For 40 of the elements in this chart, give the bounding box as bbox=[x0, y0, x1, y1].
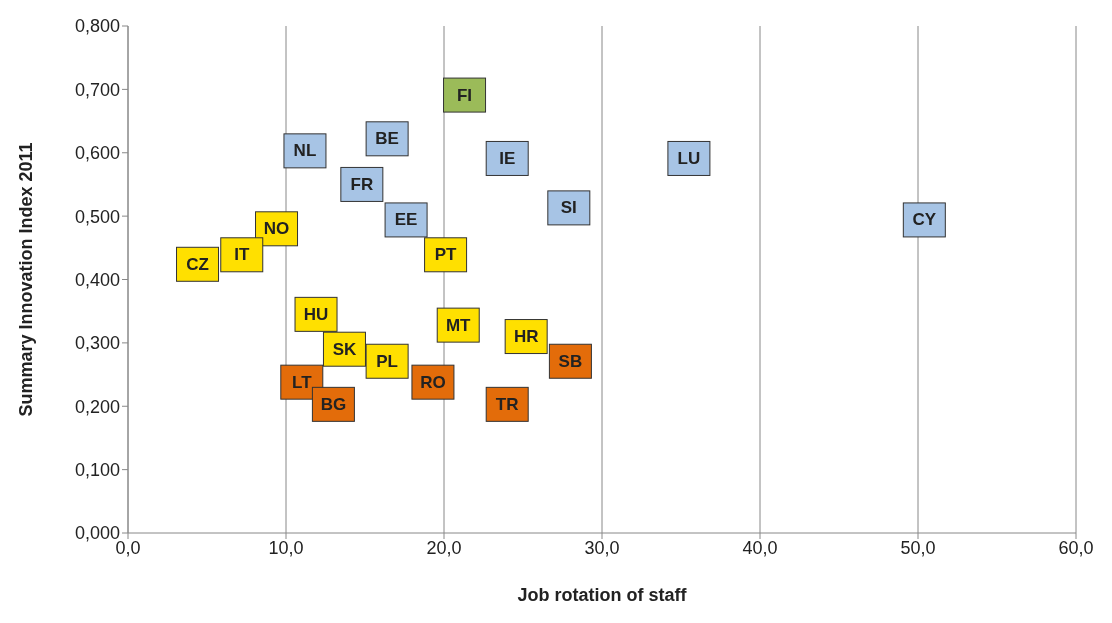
data-label: NO bbox=[263, 219, 290, 239]
data-label: PT bbox=[434, 245, 458, 265]
data-label: IT bbox=[234, 245, 250, 265]
data-label: CZ bbox=[186, 254, 209, 274]
x-tick-label: 30,0 bbox=[584, 537, 620, 558]
data-label: SB bbox=[558, 351, 583, 371]
y-tick-label: 0,600 bbox=[74, 143, 120, 164]
data-label: LU bbox=[677, 148, 701, 168]
data-label: LT bbox=[292, 372, 313, 392]
y-tick-label: 0,100 bbox=[74, 460, 120, 481]
data-label: FR bbox=[350, 174, 374, 194]
data-label: FI bbox=[456, 85, 473, 105]
point bbox=[443, 77, 487, 113]
data-label: HR bbox=[513, 327, 539, 347]
data-label: CY bbox=[912, 210, 937, 230]
data-label: RO bbox=[420, 372, 446, 392]
data-label: NL bbox=[293, 141, 317, 161]
data-label: SK bbox=[332, 339, 357, 359]
x-tick-label: 20,0 bbox=[426, 537, 462, 558]
x-axis-title: Job rotation of staff bbox=[517, 585, 688, 605]
data-label: BG bbox=[320, 394, 347, 414]
data-label: PL bbox=[376, 351, 398, 371]
y-tick-label: 0,300 bbox=[74, 333, 120, 354]
y-tick-label: 0,400 bbox=[74, 269, 120, 290]
data-label: MT bbox=[445, 315, 472, 335]
data-label: EE bbox=[394, 210, 418, 230]
data-label: TR bbox=[495, 394, 519, 414]
y-axis-title: Summary Innovation Index 2011 bbox=[16, 142, 37, 417]
data-label: BE bbox=[375, 129, 399, 149]
data-label: SI bbox=[560, 198, 577, 218]
x-tick-label: 10,0 bbox=[268, 537, 304, 558]
y-tick-label: 0,700 bbox=[74, 79, 120, 100]
x-tick-label: 60,0 bbox=[1058, 537, 1094, 558]
x-tick-label: 50,0 bbox=[900, 537, 936, 558]
y-tick-label: 0,800 bbox=[74, 16, 120, 37]
data-label: HU bbox=[303, 304, 329, 324]
data-label: IE bbox=[499, 148, 516, 168]
y-tick-label: 0,500 bbox=[74, 206, 120, 227]
x-tick-label: 40,0 bbox=[742, 537, 778, 558]
y-tick-label: 0,200 bbox=[74, 396, 120, 417]
